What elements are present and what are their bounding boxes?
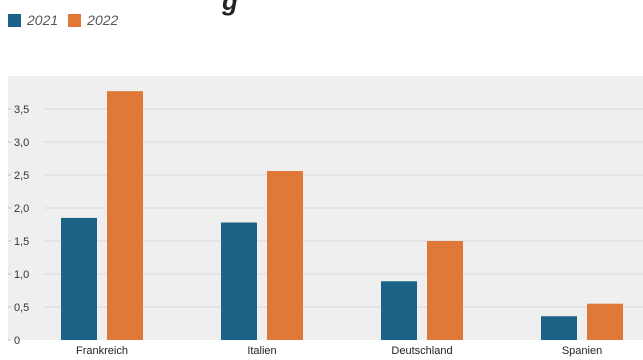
ytick-label-0: 0 bbox=[14, 335, 20, 347]
ytick-label-7: 3,5 bbox=[14, 104, 29, 116]
bar-2022-italien bbox=[267, 171, 303, 340]
ytick-label-2: 1,0 bbox=[14, 269, 29, 281]
ytick-label-4: 2,0 bbox=[14, 203, 29, 215]
ytick-label-5: 2,5 bbox=[14, 170, 29, 182]
ytick-label-1: 0,5 bbox=[14, 302, 29, 314]
bar-2022-frankreich bbox=[107, 91, 143, 341]
bar-2021-italien bbox=[221, 222, 257, 340]
bar-2021-deutschland bbox=[381, 281, 417, 340]
legend-label-2021: 2021 bbox=[27, 12, 59, 28]
legend-swatch-2022 bbox=[68, 13, 82, 27]
legend: 2021 2022 bbox=[8, 11, 118, 29]
xtick-label-italien: Italien bbox=[247, 345, 276, 357]
legend-label-2022: 2022 bbox=[87, 12, 119, 28]
xtick-label-deutschland: Deutschland bbox=[391, 345, 452, 357]
bar-2021-frankreich bbox=[61, 217, 97, 340]
ytick-label-3: 1,5 bbox=[14, 236, 29, 248]
xtick-label-frankreich: Frankreich bbox=[76, 345, 128, 357]
bar-2022-spanien bbox=[587, 303, 623, 340]
ytick-label-6: 3,0 bbox=[14, 137, 29, 149]
bar-2021-spanien bbox=[541, 316, 577, 340]
legend-swatch-2021 bbox=[8, 13, 21, 27]
xtick-label-spanien: Spanien bbox=[562, 345, 602, 357]
bar-2022-deutschland bbox=[427, 241, 463, 340]
legend-item-2021: 2021 bbox=[8, 12, 58, 28]
chart-title-fragment: g bbox=[222, 0, 238, 16]
legend-item-2022: 2022 bbox=[68, 12, 118, 28]
